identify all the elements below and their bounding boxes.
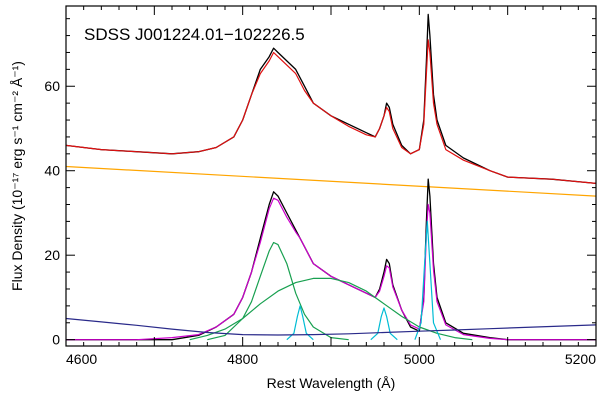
series-power-law-continuum (65, 165, 597, 197)
y-tick-label: 60 (44, 78, 60, 94)
y-axis-title: Flux Density (10⁻¹⁷ erg s⁻¹ cm⁻² Å⁻¹) (9, 61, 25, 291)
x-tick-label: 5000 (404, 351, 435, 367)
plot-frame (65, 5, 597, 347)
series-narrow-line-4959 (370, 307, 398, 341)
series-model-fit-top (65, 39, 597, 184)
series-broad-component-1 (207, 241, 349, 341)
x-tick-label: 4800 (227, 351, 258, 367)
object-name-annotation: SDSS J001224.01−102226.5 (84, 25, 305, 44)
y-tick-label: 40 (44, 163, 60, 179)
x-axis-title: Rest Wavelength (Å) (267, 375, 396, 391)
x-tick-label: 4600 (66, 351, 97, 367)
y-tick-label: 20 (44, 247, 60, 263)
series-fe-ii-template (65, 317, 597, 336)
ticks-layer: 4600 4800 5000 5200 0 20 40 60 (44, 6, 597, 367)
x-tick-label: 5200 (565, 351, 596, 367)
series-observed-spectrum-residual (66, 178, 596, 341)
series-layer (65, 13, 597, 341)
series-narrow-line-4861 (286, 305, 314, 341)
series-narrow-line-5007 (414, 220, 442, 340)
series-broad-component-2 (189, 277, 473, 341)
series-total-model-residual (66, 197, 596, 341)
y-tick-label: 0 (52, 332, 60, 348)
